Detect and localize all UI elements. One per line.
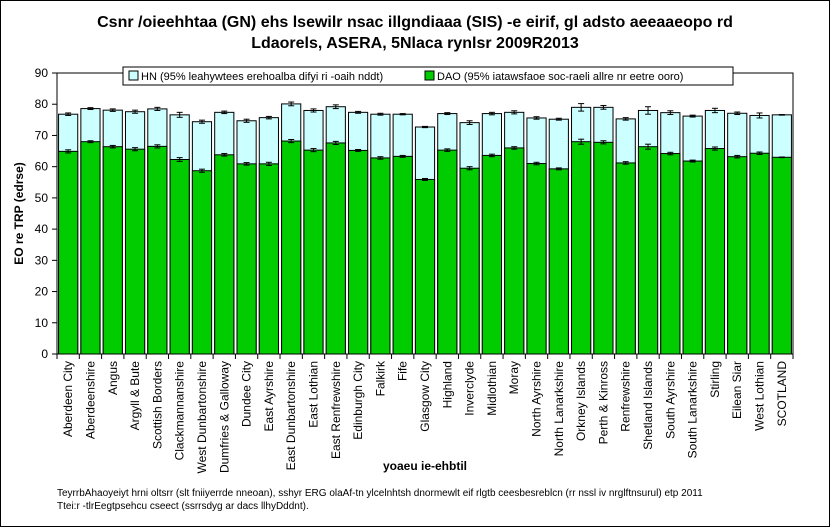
x-tick-label: Clackmannanshire: [173, 361, 187, 461]
bar-dao: [370, 157, 391, 355]
x-tick-label: Aberdeen City: [61, 361, 75, 437]
x-tick-label: East Ayrshire: [262, 361, 276, 432]
bar-dao: [571, 141, 592, 355]
x-tick-label: South Lanarkshire: [686, 361, 700, 459]
x-tick-label: Stirling: [708, 361, 722, 398]
bar-dao: [459, 167, 480, 355]
bar-dao: [526, 163, 547, 355]
x-axis-label: yoaeu ie-ehbtil: [383, 459, 467, 473]
source-note-line-2: Ttei:r -tlrEegtpsehcu cseect (ssrrsdyg a…: [57, 501, 309, 512]
x-tick-label: Inverclyde: [463, 361, 477, 416]
x-tick-label: Falkirk: [373, 360, 387, 396]
y-tick-label: 70: [35, 128, 49, 142]
x-tick-label: Orkney Islands: [574, 361, 588, 441]
bar-dao: [191, 170, 213, 355]
x-tick-label: Aberdeenshire: [83, 361, 97, 439]
x-tick-label: Perth & Kinross: [596, 361, 610, 444]
bar-dao: [660, 153, 681, 355]
bar-dao: [102, 146, 123, 355]
bar-dao: [414, 178, 436, 355]
bar-dao: [481, 154, 502, 355]
chart-title-line-2: Ldaorels, ASERA, 5Nlaca rynlsr 2009R2013: [251, 35, 579, 52]
bar-dao: [80, 141, 101, 355]
bar-dao: [682, 160, 703, 355]
bar-dao: [548, 168, 569, 355]
bar-dao: [771, 156, 792, 355]
x-tick-label: Dumfries & Galloway: [217, 361, 231, 473]
bar-dao: [615, 162, 636, 355]
bar-dao: [504, 147, 525, 355]
y-tick-label: 50: [35, 191, 49, 205]
x-tick-label: Highland: [440, 361, 454, 408]
y-axis-label: EO re TRP (edrse): [12, 162, 26, 264]
x-tick-label: East Dunbartonshire: [284, 361, 298, 471]
x-tick-label: Angus: [106, 361, 120, 395]
x-tick-label: East Lothian: [306, 361, 320, 428]
bar-dao: [147, 145, 168, 355]
x-tick-label: SCOTLAND: [775, 361, 789, 427]
x-tick-label: Edinburgh City: [351, 361, 365, 440]
legend-label-hn: HN (95% leahywtees erehoalba difyi ri -o…: [141, 71, 383, 83]
source-note-line-1: TeyrrbAhaoyeiyt hrni oltsrr (slt fniiyer…: [57, 488, 703, 499]
legend-swatch-hn: [128, 70, 139, 81]
y-tick-label: 0: [41, 347, 48, 361]
bar-dao: [727, 156, 748, 355]
x-tick-label: Argyll & Bute: [128, 361, 142, 431]
bar-dao: [281, 140, 302, 355]
y-tick-label: 90: [35, 66, 49, 80]
bar-dao: [303, 149, 324, 355]
bar-dao: [236, 163, 257, 355]
x-tick-label: Renfrewshire: [619, 361, 633, 432]
x-tick-label: Eilean Siar: [730, 361, 744, 419]
bar-dao: [124, 148, 146, 355]
x-tick-label: North Ayrshire: [530, 361, 544, 437]
bar-dao: [704, 148, 726, 355]
bar-dao: [214, 154, 235, 355]
x-tick-label: South Ayrshire: [663, 361, 677, 439]
x-tick-label: Shetland Islands: [641, 361, 655, 450]
x-tick-label: Scottish Borders: [150, 361, 164, 449]
legend-swatch-dao: [424, 70, 435, 81]
x-tick-label: Moray: [507, 361, 521, 394]
bar-dao: [749, 152, 770, 355]
x-tick-label: East Renfrewshire: [329, 361, 343, 459]
x-tick-label: Glasgow City: [418, 361, 432, 432]
bar-dao: [392, 155, 413, 355]
y-tick-label: 80: [35, 97, 49, 111]
bar-dao: [325, 142, 346, 355]
bar-dao: [58, 150, 79, 355]
x-tick-label: Dundee City: [240, 361, 254, 427]
bar-dao: [437, 149, 458, 355]
bar-dao: [169, 158, 190, 355]
bar-dao: [348, 149, 369, 355]
y-tick-label: 30: [35, 253, 49, 267]
bar-dao: [258, 163, 279, 355]
x-tick-label: North Lanarkshire: [552, 361, 566, 457]
chart-title-line-1: Csnr /oieehhtaa (GN) ehs lsewilr nsac il…: [97, 14, 733, 31]
bar-dao: [637, 146, 659, 355]
legend-label-dao: DAO (95% iatawsfaoe soc-raeli allre nr e…: [437, 71, 683, 83]
x-tick-label: Midlothian: [485, 361, 499, 416]
y-tick-label: 20: [35, 285, 49, 299]
y-tick-label: 10: [35, 316, 49, 330]
x-tick-label: West Dunbartonshire: [195, 361, 209, 474]
x-tick-label: West Lothian: [753, 361, 767, 431]
bar-dao: [593, 141, 614, 355]
x-tick-label: Fife: [396, 361, 410, 381]
y-tick-label: 40: [35, 222, 49, 236]
y-tick-label: 60: [35, 160, 49, 174]
